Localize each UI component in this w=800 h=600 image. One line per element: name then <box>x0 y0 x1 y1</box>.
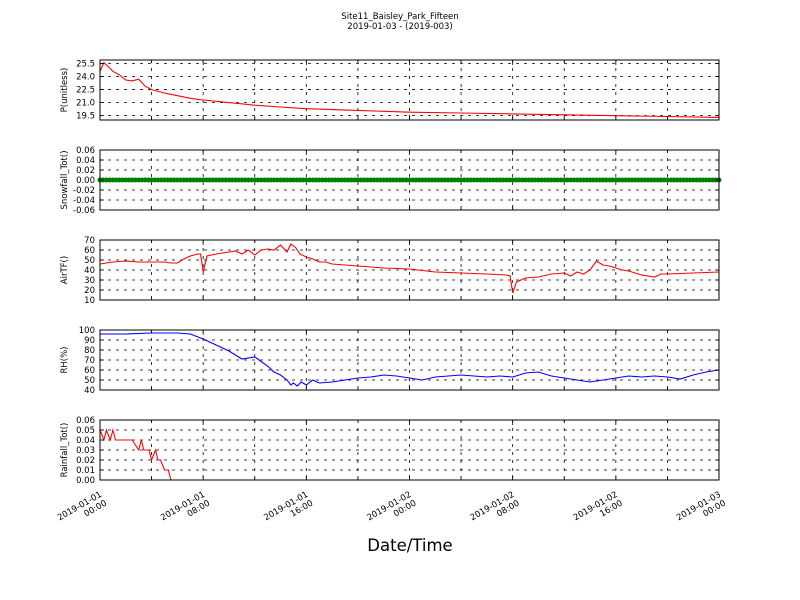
y-tick-label: 90 <box>84 336 95 346</box>
y-axis-label: RH(%) <box>60 346 70 373</box>
y-tick-label: 0.05 <box>76 426 95 436</box>
x-axis-label: Date/Time <box>367 536 452 555</box>
y-tick-label: 40 <box>84 386 95 396</box>
y-axis-label: AirTF() <box>60 256 70 284</box>
y-tick-label: 0.06 <box>76 146 95 156</box>
y-tick-label: 50 <box>84 376 95 386</box>
y-tick-label: -0.04 <box>73 196 95 206</box>
y-tick-label: 100 <box>79 326 95 336</box>
y-tick-label: 22.5 <box>76 86 95 96</box>
y-tick-label: 70 <box>84 236 95 246</box>
y-tick-label: 0.04 <box>76 436 95 446</box>
y-tick-label: 0.06 <box>76 416 95 426</box>
y-tick-label: 24.0 <box>76 73 95 83</box>
subplot-1: 19.5 21.0 22.5 24.0 25.5 P(unitless) <box>60 59 720 122</box>
y-tick-label: 0.00 <box>76 476 95 486</box>
y-tick-label: 40 <box>84 266 95 276</box>
subplot-5: 0.000.010.020.030.040.050.06 Rainfall_Tot… <box>60 416 720 486</box>
subplot-2: -0.06-0.04-0.020.000.020.040.06 Snowfall_… <box>60 146 722 216</box>
y-tick-label: 20 <box>84 286 95 296</box>
subplot-stack: 19.521.022.524.025.5P(unitless)-0.06-0.0… <box>60 59 722 486</box>
y-tick-label: 0.00 <box>76 176 95 186</box>
y-tick-label: 30 <box>84 276 95 286</box>
series-line <box>100 332 720 387</box>
y-tick-label: 0.02 <box>76 456 95 466</box>
y-tick-label: 0.03 <box>76 446 95 456</box>
y-tick-label: 10 <box>84 296 95 306</box>
y-tick-label: 60 <box>84 366 95 376</box>
y-tick-label: 60 <box>84 246 95 256</box>
y-tick-label: 0.04 <box>76 156 95 166</box>
series-markers <box>97 177 722 183</box>
series-line <box>99 243 720 294</box>
y-tick-label: 0.02 <box>76 166 95 176</box>
y-tick-label: 21.0 <box>76 99 95 109</box>
y-tick-label: -0.06 <box>73 206 95 216</box>
y-tick-label: 19.5 <box>76 112 95 122</box>
y-tick-label: 50 <box>84 256 95 266</box>
series-line <box>99 61 720 118</box>
y-tick-label: 80 <box>84 346 95 356</box>
y-tick-label: 0.01 <box>76 466 95 476</box>
chart-title: Site11_Baisley_Park_Fifteen <box>341 12 458 22</box>
y-tick-label: 25.5 <box>76 59 95 69</box>
y-tick-label: -0.02 <box>73 186 95 196</box>
y-axis-label: Snowfall_Tot() <box>60 150 70 209</box>
y-tick-label: 70 <box>84 356 95 366</box>
chart-subtitle: 2019-01-03 - (2019-003) <box>347 22 452 32</box>
y-axis-label: Rainfall_Tot() <box>60 423 70 478</box>
y-axis-label: P(unitless) <box>60 68 70 113</box>
series-line <box>99 427 719 481</box>
